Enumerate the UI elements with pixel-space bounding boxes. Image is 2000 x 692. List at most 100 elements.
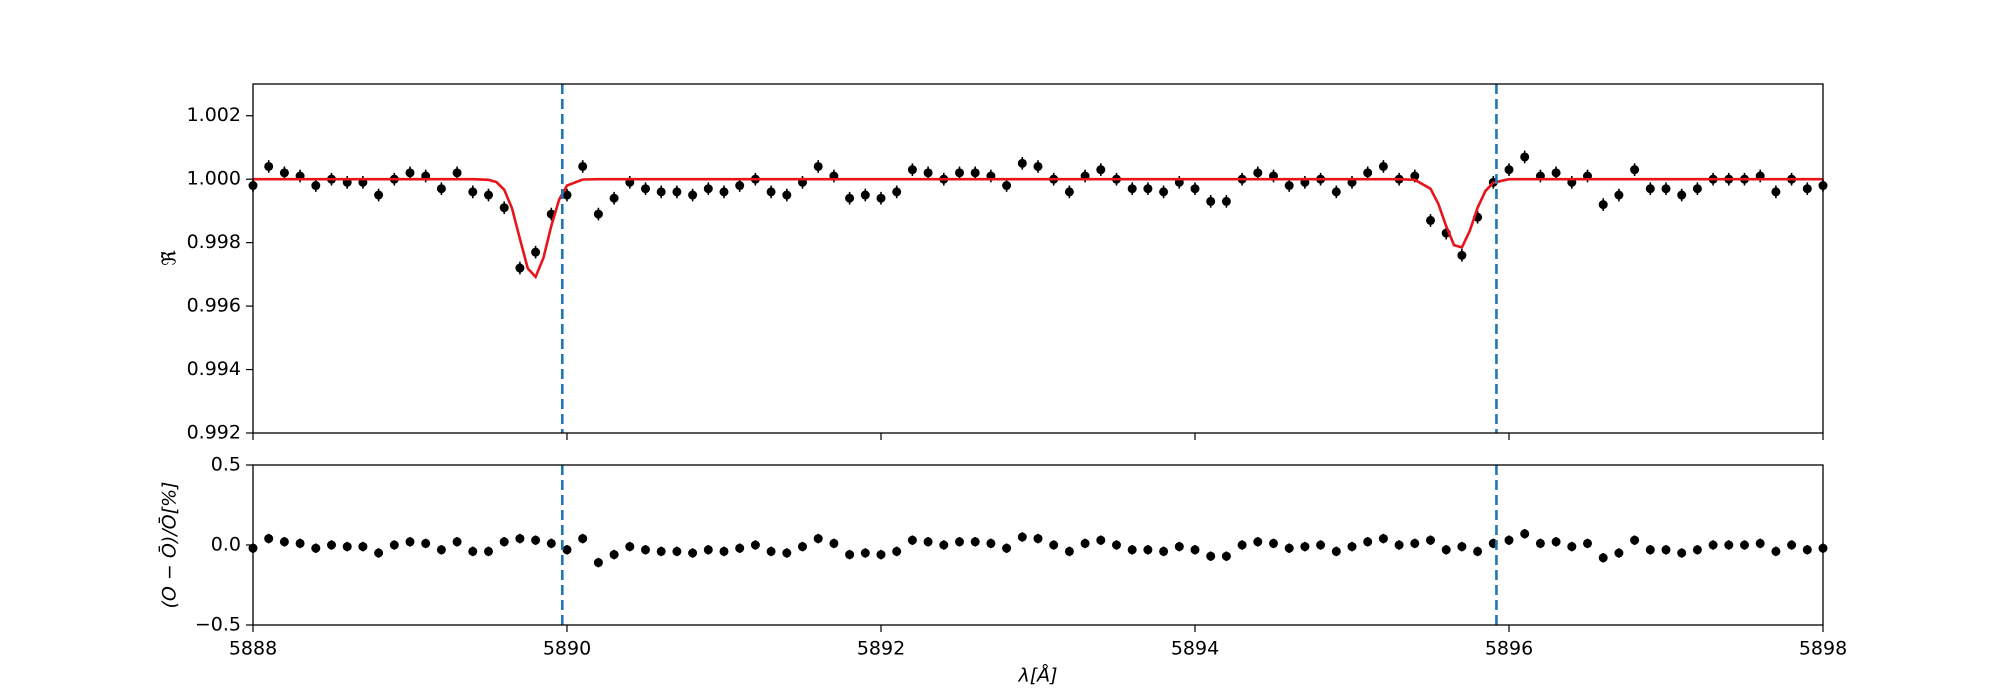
data-point bbox=[405, 168, 415, 178]
data-point bbox=[1708, 540, 1718, 550]
y-tick-label: 0.996 bbox=[187, 295, 241, 317]
data-point bbox=[1598, 200, 1608, 210]
plot-frame bbox=[252, 464, 1824, 626]
data-point bbox=[593, 209, 603, 219]
data-point bbox=[1064, 187, 1074, 197]
data-point bbox=[515, 534, 525, 544]
data-point bbox=[1253, 537, 1263, 547]
data-point bbox=[672, 546, 682, 556]
data-point bbox=[1049, 540, 1059, 550]
data-point bbox=[1002, 181, 1012, 191]
data-point bbox=[436, 184, 446, 194]
data-point bbox=[468, 546, 478, 556]
data-point bbox=[1269, 538, 1278, 548]
data-point bbox=[625, 542, 635, 552]
data-point bbox=[1378, 161, 1388, 171]
data-point bbox=[1363, 537, 1373, 547]
data-point bbox=[1410, 171, 1420, 181]
data-point bbox=[1221, 551, 1231, 561]
data-point bbox=[1347, 542, 1357, 552]
data-point bbox=[311, 543, 321, 553]
data-point bbox=[531, 535, 541, 545]
data-point bbox=[374, 548, 384, 558]
data-point bbox=[1316, 540, 1326, 550]
data-point bbox=[1064, 546, 1074, 556]
data-point bbox=[515, 263, 525, 273]
data-point bbox=[719, 187, 729, 197]
data-point bbox=[1284, 543, 1294, 553]
data-point bbox=[1080, 538, 1090, 548]
data-point bbox=[468, 187, 478, 197]
data-point bbox=[1221, 196, 1231, 206]
data-point bbox=[798, 542, 807, 552]
y-tick-label: 0.998 bbox=[187, 231, 241, 253]
data-point bbox=[1567, 542, 1577, 552]
data-point bbox=[593, 558, 603, 568]
data-point bbox=[641, 545, 650, 555]
data-point bbox=[1190, 184, 1200, 194]
y-tick-label: 1.000 bbox=[187, 168, 241, 190]
data-point bbox=[1206, 196, 1216, 206]
data-point bbox=[970, 537, 980, 547]
model-line bbox=[253, 177, 1823, 280]
data-point bbox=[484, 546, 493, 556]
data-point bbox=[1190, 545, 1200, 555]
data-point bbox=[546, 538, 556, 548]
data-point bbox=[279, 537, 289, 547]
data-point bbox=[1143, 184, 1153, 194]
data-point bbox=[609, 550, 619, 560]
data-point bbox=[1504, 535, 1514, 545]
y-tick-label: −0.5 bbox=[195, 614, 241, 636]
data-point bbox=[1598, 553, 1608, 563]
data-point bbox=[1441, 545, 1451, 555]
data-point bbox=[766, 546, 776, 556]
data-point bbox=[892, 187, 902, 197]
y-axis-label: (O − Ō)/Ō[%] bbox=[157, 482, 181, 609]
data-point bbox=[860, 190, 870, 200]
data-point bbox=[782, 548, 792, 558]
data-point bbox=[374, 190, 384, 200]
data-point bbox=[750, 540, 760, 550]
data-point bbox=[1017, 532, 1027, 542]
data-point bbox=[1692, 545, 1702, 555]
data-point bbox=[1033, 161, 1043, 171]
data-point bbox=[813, 534, 823, 544]
data-point bbox=[1692, 184, 1702, 194]
data-point bbox=[1520, 152, 1530, 162]
data-point bbox=[782, 190, 792, 200]
data-point bbox=[358, 542, 368, 552]
data-point bbox=[1535, 538, 1545, 548]
data-point bbox=[845, 550, 855, 560]
data-point bbox=[1363, 168, 1373, 178]
data-point bbox=[389, 540, 399, 550]
data-point bbox=[1206, 551, 1216, 561]
data-point bbox=[876, 193, 886, 203]
data-point bbox=[986, 538, 996, 548]
data-point bbox=[1426, 535, 1435, 545]
data-point bbox=[860, 548, 870, 558]
data-point bbox=[452, 537, 462, 547]
data-point bbox=[1096, 165, 1106, 175]
data-point bbox=[452, 168, 462, 178]
data-point bbox=[327, 540, 336, 550]
data-point bbox=[499, 203, 509, 213]
data-point bbox=[955, 168, 964, 178]
y-tick-label: 0.0 bbox=[211, 534, 241, 556]
data-point bbox=[1253, 168, 1263, 178]
data-point bbox=[672, 187, 682, 197]
x-tick-label: 5898 bbox=[1799, 638, 1847, 660]
y-axis-label: ℜ̃ bbox=[159, 250, 181, 266]
x-tick-label: 5888 bbox=[229, 638, 277, 660]
data-point bbox=[562, 190, 572, 200]
data-point bbox=[1331, 187, 1341, 197]
data-point bbox=[1284, 181, 1294, 191]
y-tick-label: 0.994 bbox=[187, 358, 241, 380]
data-point bbox=[1159, 546, 1169, 556]
y-tick-label: 1.002 bbox=[187, 104, 241, 126]
data-point bbox=[923, 168, 933, 178]
data-point bbox=[295, 538, 305, 548]
data-point bbox=[1520, 529, 1530, 539]
data-point bbox=[1473, 546, 1483, 556]
data-point bbox=[1661, 545, 1671, 555]
